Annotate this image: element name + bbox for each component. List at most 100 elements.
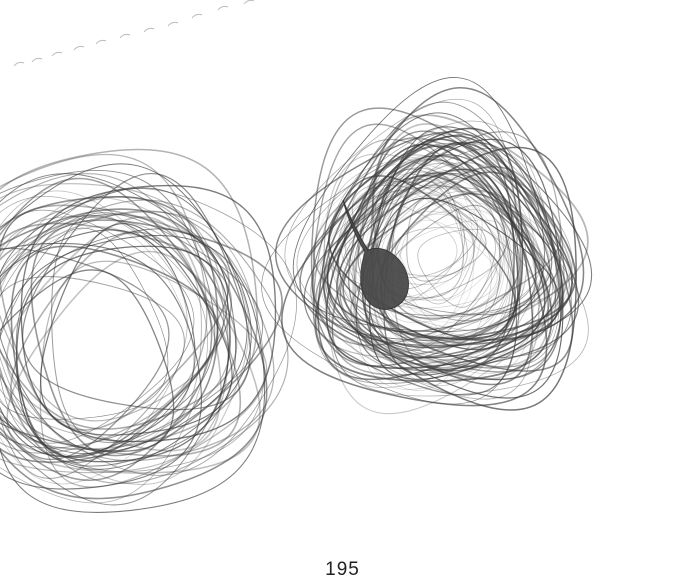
- inner-loop-34: [390, 193, 513, 301]
- left-loop-40: [0, 173, 229, 454]
- left-loop-36: [0, 222, 232, 464]
- right-loop-4: [321, 101, 572, 359]
- left-loop-17: [0, 177, 213, 481]
- right-loop-46: [354, 154, 550, 357]
- right-loop-cluster: [261, 77, 592, 415]
- inner-loop-5: [323, 156, 509, 342]
- left-loop-32: [0, 242, 203, 490]
- inner-loop-12: [328, 175, 464, 299]
- right-loop-33: [315, 178, 534, 400]
- left-loop-34: [20, 185, 277, 443]
- ink-drop-shape: [342, 199, 409, 310]
- left-loop-26: [0, 210, 275, 462]
- left-loop-27: [0, 208, 268, 500]
- right-loop-52: [340, 148, 560, 368]
- right-loop-45: [339, 166, 563, 373]
- right-loop-26: [329, 184, 541, 388]
- left-loop-37: [0, 216, 202, 443]
- right-loop-42: [284, 98, 519, 361]
- inner-loop-14: [335, 194, 512, 366]
- dash-mark-7: [167, 21, 179, 27]
- left-loop-43: [10, 231, 242, 457]
- inner-loop-11: [359, 171, 542, 343]
- inner-loop-17: [328, 173, 475, 316]
- left-loop-18: [6, 250, 261, 474]
- right-loop-18: [361, 138, 573, 349]
- right-loop-16: [336, 146, 577, 411]
- left-loop-0: [0, 173, 232, 457]
- left-loop-35: [0, 276, 185, 479]
- right-loop-43: [353, 133, 537, 316]
- inner-loop-0: [336, 178, 503, 336]
- left-loop-31: [22, 173, 251, 411]
- inner-loop-6: [372, 171, 541, 339]
- dash-mark-2: [51, 51, 63, 57]
- inner-loop-19: [362, 167, 551, 371]
- left-loop-20: [0, 199, 289, 484]
- right-loop-36: [383, 172, 562, 376]
- right-loop-41: [349, 190, 550, 369]
- dash-mark-6: [143, 27, 155, 33]
- right-loop-44: [314, 145, 553, 382]
- inner-loop-13: [319, 180, 492, 391]
- left-loop-30: [0, 195, 219, 464]
- right-loop-31: [380, 142, 577, 340]
- inner-loop-20: [341, 174, 464, 285]
- left-loop-22: [0, 213, 238, 430]
- page-number: 195: [325, 559, 360, 580]
- right-loop-47: [372, 137, 562, 320]
- inner-loop-7: [314, 163, 512, 369]
- right-loop-30: [326, 138, 564, 399]
- left-loop-33: [0, 187, 248, 452]
- inner-loop-38: [394, 226, 476, 305]
- left-loop-1: [0, 227, 169, 420]
- right-loop-22: [261, 142, 520, 405]
- dash-mark-5: [119, 33, 131, 39]
- right-loop-9: [370, 114, 589, 345]
- inner-loop-25: [381, 181, 524, 343]
- dash-mark-3: [73, 45, 85, 51]
- dash-mark-9: [217, 5, 229, 11]
- dash-mark-4: [95, 39, 107, 45]
- left-loop-39: [0, 195, 208, 504]
- left-loop-2: [0, 229, 196, 458]
- inner-loop-32: [417, 228, 497, 308]
- right-loop-3: [331, 159, 589, 397]
- left-loop-9: [0, 269, 175, 452]
- inner-loop-31: [344, 186, 513, 351]
- left-loop-7: [0, 169, 216, 449]
- dash-mark-10: [243, 0, 255, 5]
- left-loop-8: [0, 211, 265, 473]
- inner-loop-36: [389, 213, 505, 336]
- left-loop-10: [0, 247, 170, 461]
- left-loop-14: [0, 148, 258, 451]
- inner-loop-28: [397, 219, 516, 348]
- left-loop-15: [0, 235, 266, 513]
- inner-loop-33: [337, 163, 536, 387]
- right-loop-39: [342, 192, 534, 386]
- left-loop-44: [0, 204, 230, 431]
- left-loop-41: [0, 209, 195, 444]
- right-loop-24: [369, 197, 561, 380]
- right-loop-40: [322, 87, 585, 347]
- inner-loop-37: [406, 197, 487, 282]
- right-loop-53: [325, 131, 565, 381]
- left-loop-3: [39, 260, 268, 488]
- left-loop-38: [40, 222, 233, 436]
- left-loop-19: [51, 212, 263, 444]
- right-loop-32: [310, 107, 562, 367]
- left-loop-cluster: [0, 148, 297, 513]
- left-loop-25: [0, 183, 229, 474]
- left-loop-24: [0, 163, 252, 470]
- right-loop-48: [323, 153, 554, 415]
- inner-loop-18: [386, 219, 501, 324]
- right-loop-13: [293, 77, 545, 333]
- left-loop-13: [15, 228, 237, 467]
- right-loop-28: [328, 127, 524, 340]
- dash-mark-1: [31, 57, 43, 63]
- right-loop-49: [312, 138, 557, 385]
- right-loop-54: [331, 158, 550, 376]
- inner-loop-1: [348, 173, 478, 300]
- right-loop-23: [351, 162, 570, 390]
